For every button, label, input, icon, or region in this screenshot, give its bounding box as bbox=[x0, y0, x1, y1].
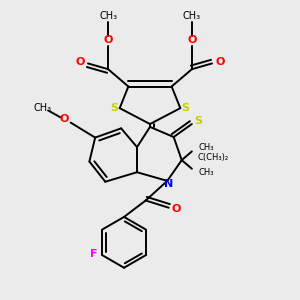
Text: CH₃: CH₃ bbox=[183, 11, 201, 21]
Text: O: O bbox=[171, 204, 181, 214]
Text: S: S bbox=[194, 116, 202, 126]
Text: N: N bbox=[164, 179, 173, 189]
Text: O: O bbox=[103, 35, 113, 45]
Text: O: O bbox=[215, 57, 225, 67]
Text: O: O bbox=[187, 35, 196, 45]
Text: CH₃: CH₃ bbox=[199, 143, 214, 152]
Text: O: O bbox=[60, 114, 69, 124]
Text: O: O bbox=[75, 57, 85, 67]
Text: S: S bbox=[182, 103, 190, 113]
Text: S: S bbox=[110, 103, 118, 113]
Text: F: F bbox=[90, 249, 97, 259]
Text: CH₃: CH₃ bbox=[199, 168, 214, 177]
Text: CH₃: CH₃ bbox=[33, 103, 51, 112]
Text: CH₃: CH₃ bbox=[99, 11, 117, 21]
Text: C(CH₃)₂: C(CH₃)₂ bbox=[198, 153, 229, 162]
